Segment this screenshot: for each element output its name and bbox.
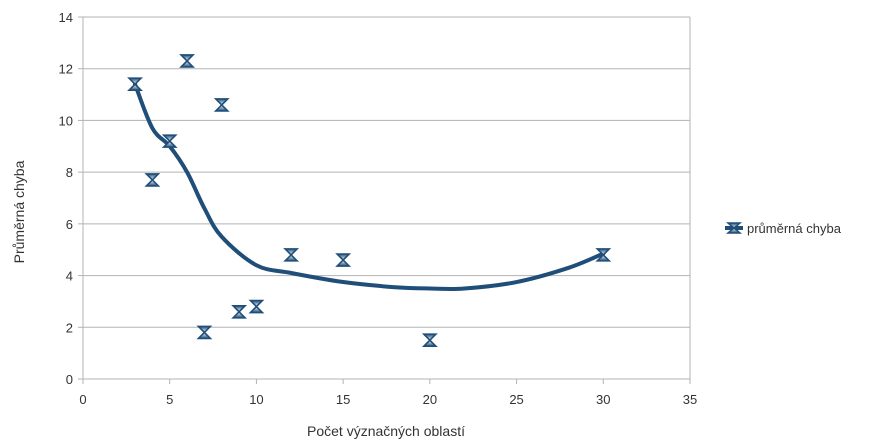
legend-marker-icon	[725, 222, 743, 234]
data-point-2	[144, 173, 161, 187]
y-tick-label: 6	[66, 217, 73, 232]
data-point-4	[179, 54, 195, 68]
x-axis-title: Počet význačných oblastí	[307, 423, 465, 439]
data-point-12	[595, 248, 612, 262]
x-tick-label: 30	[596, 392, 610, 407]
legend-label: průměrná chyba	[747, 221, 842, 236]
x-tick-label: 25	[509, 392, 523, 407]
y-axis-title: Průměrná chyba	[11, 160, 27, 263]
y-tick-label: 8	[66, 165, 73, 180]
y-tick-label: 0	[66, 372, 73, 387]
y-tick-label: 2	[66, 320, 73, 335]
gridlines	[83, 16, 690, 380]
data-point-8	[248, 299, 265, 314]
tick-labels: 0 2 4 6 8 10 12 14 0 5 10 15 20 25 30 35	[59, 10, 698, 407]
y-tick-label: 14	[59, 10, 73, 25]
x-tick-label: 15	[336, 392, 350, 407]
data-point-9	[283, 248, 300, 262]
legend: průměrná chyba	[725, 221, 842, 236]
data-point-7	[231, 304, 248, 319]
axes	[78, 16, 691, 384]
x-tick-label: 10	[249, 392, 263, 407]
data-points	[127, 54, 612, 348]
data-point-3	[161, 134, 178, 148]
x-tick-label: 0	[79, 392, 86, 407]
trendline	[133, 82, 606, 292]
x-tick-label: 35	[683, 392, 697, 407]
data-point-11	[421, 333, 438, 348]
x-tick-label: 5	[166, 392, 173, 407]
data-point-10	[335, 253, 352, 267]
data-point-6	[213, 98, 230, 112]
y-tick-label: 12	[59, 62, 73, 77]
y-tick-label: 4	[66, 269, 73, 284]
data-point-1	[127, 77, 143, 92]
data-point-5	[196, 325, 213, 340]
y-tick-label: 10	[59, 113, 73, 128]
trendline-curve	[133, 82, 606, 292]
x-tick-label: 20	[423, 392, 437, 407]
